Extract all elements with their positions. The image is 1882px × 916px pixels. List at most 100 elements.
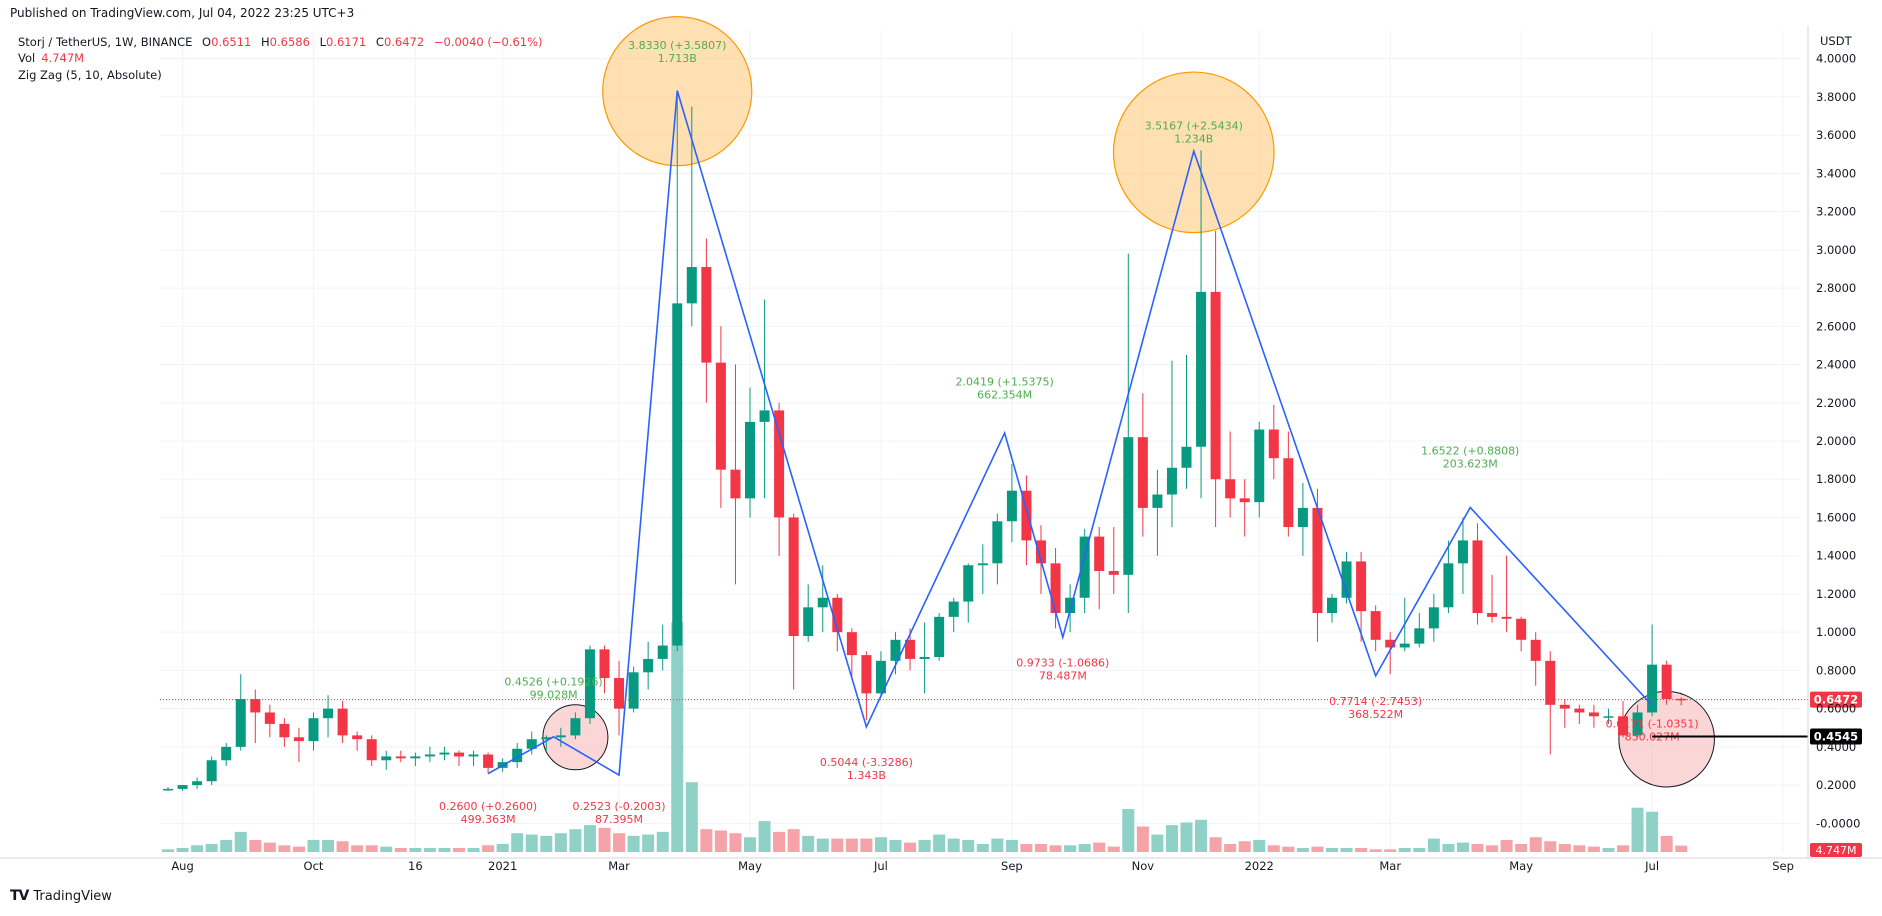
volume-bar: [1398, 847, 1411, 852]
x-tick-label: Sep: [1772, 859, 1794, 873]
zigzag-label-value: 0.5044 (-3.3286): [820, 756, 913, 769]
x-tick-label: 2021: [488, 859, 517, 873]
volume-bar: [249, 839, 262, 852]
candle-body: [221, 746, 232, 761]
volume-bar: [1209, 837, 1222, 852]
candle-body: [526, 739, 537, 749]
volume-bar: [482, 845, 495, 852]
candle-body: [948, 601, 959, 617]
volume-bar: [1136, 826, 1149, 852]
candle-body: [672, 303, 683, 646]
volume-bar: [307, 839, 320, 852]
zigzag-label-volume: 499.363M: [461, 813, 516, 826]
candle-body: [1210, 291, 1221, 480]
volume-bar: [1078, 843, 1091, 852]
x-tick-label: Mar: [1379, 859, 1401, 873]
volume-bar: [831, 838, 844, 852]
candle-body: [483, 754, 494, 768]
candle-body: [963, 565, 974, 602]
candle-body: [177, 785, 188, 789]
volume-bar: [234, 831, 247, 852]
volume-bar: [889, 839, 902, 852]
volume-bar: [1282, 846, 1295, 852]
volume-bar: [904, 842, 917, 852]
volume-bar: [1020, 843, 1033, 852]
volume-tag: [1810, 843, 1862, 857]
candle-body: [410, 756, 421, 759]
zigzag-label-value: 0.4526 (+0.1926): [504, 676, 602, 689]
volume-bar: [583, 825, 596, 852]
candle-body: [395, 756, 406, 759]
candle-body: [1297, 507, 1308, 528]
volume-bar: [802, 835, 815, 852]
candle-body: [643, 658, 654, 673]
volume-bar: [1617, 845, 1629, 852]
candle-body: [337, 708, 348, 736]
candle-body: [468, 754, 479, 757]
zigzag-label-volume: 99.028M: [530, 689, 578, 702]
volume-bar: [540, 835, 553, 852]
candle-body: [861, 655, 872, 694]
candle-body: [759, 410, 770, 422]
volume-bar: [1369, 849, 1382, 852]
y-tick-label: 3.6000: [1816, 128, 1856, 142]
candle-body: [512, 748, 523, 763]
published-caption: Published on TradingView.com, Jul 04, 20…: [10, 6, 355, 20]
candle-body: [1399, 643, 1410, 648]
zigzag-label-volume: 78.487M: [1039, 670, 1087, 683]
volume-bar: [874, 837, 887, 852]
candle-body: [875, 660, 886, 694]
y-tick-label: 3.2000: [1816, 205, 1856, 219]
candle-body: [1036, 540, 1046, 564]
volume-bar: [598, 827, 611, 852]
volume-bar: [1646, 811, 1659, 852]
y-tick-label: 3.4000: [1816, 166, 1856, 180]
candle-body: [1545, 660, 1556, 705]
x-tick-label: Aug: [171, 859, 193, 873]
footer-logo[interactable]: 𝗧𝗩 TradingView: [10, 888, 112, 904]
candle-body: [1254, 429, 1265, 503]
volume-bar: [918, 839, 931, 852]
volume-bar: [1544, 841, 1557, 852]
zigzag-label-volume: 87.395M: [595, 813, 643, 826]
x-tick-label: 2022: [1245, 859, 1274, 873]
candle-body: [1487, 613, 1498, 617]
current-price-tag-text: 0.6472: [1814, 693, 1858, 707]
volume-bar: [205, 843, 218, 852]
volume-bar: [365, 845, 378, 852]
volume-bar: [278, 845, 291, 852]
highlight-circles: [542, 16, 1715, 788]
candle-body: [1588, 712, 1599, 717]
zigzag-label-volume: 662.354M: [977, 389, 1032, 402]
candle-body: [1661, 664, 1672, 700]
candle-body: [846, 632, 857, 656]
candle-body: [1021, 490, 1032, 541]
candle-body: [1414, 628, 1425, 644]
volume-bar: [496, 843, 509, 852]
candle-body: [1574, 708, 1585, 713]
y-tick-label: 0.4000: [1816, 740, 1856, 754]
candle-body: [555, 735, 566, 738]
volume-bar: [423, 847, 436, 852]
candle-body: [1618, 716, 1628, 736]
volume-bar: [322, 839, 335, 852]
candle-body: [1530, 639, 1541, 661]
candle-body: [730, 469, 741, 499]
volume-bar: [453, 847, 465, 852]
volume-bar: [292, 846, 305, 852]
volume-bar: [729, 833, 742, 852]
candle-body: [1428, 607, 1439, 629]
candle-body: [599, 649, 610, 679]
candle-body: [1181, 446, 1192, 468]
candle-body: [1006, 490, 1017, 522]
candle-body: [366, 739, 377, 761]
volume-bar: [438, 847, 451, 852]
candle-body: [439, 752, 450, 755]
candle-body: [803, 607, 814, 636]
y-tick-label: -0.0000: [1816, 816, 1860, 830]
candle-body: [1472, 540, 1483, 614]
candle-body: [352, 735, 363, 740]
candle-body: [1123, 437, 1134, 575]
zigzag-indicator: [487, 90, 1653, 777]
